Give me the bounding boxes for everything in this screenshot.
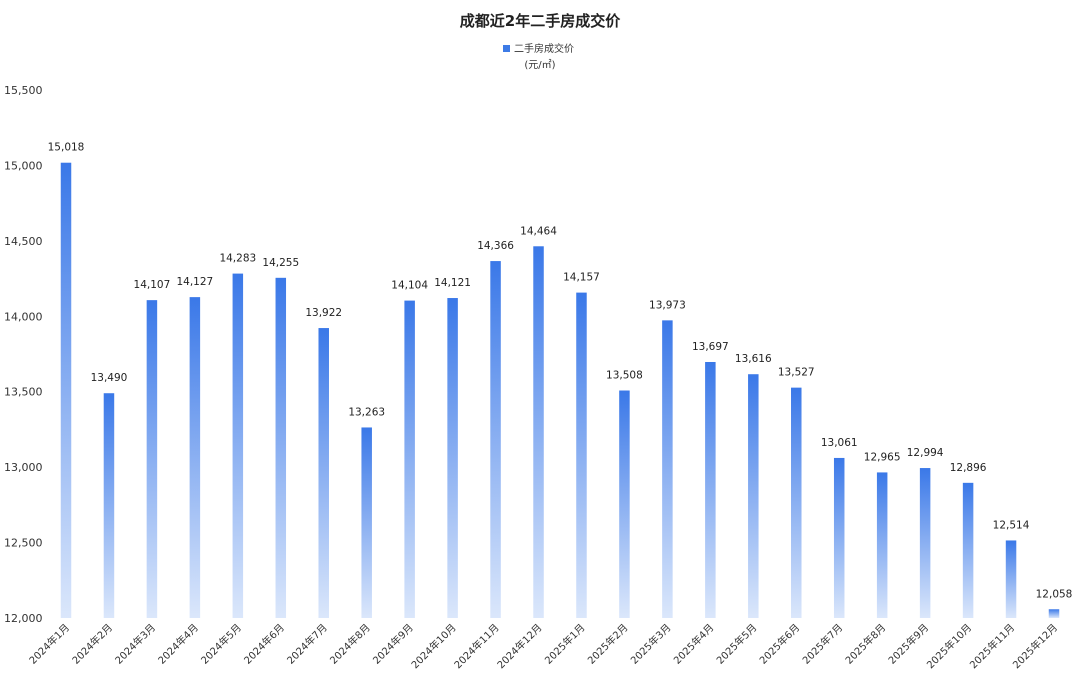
y-axis: 12,000 12,500 13,000 13,500 14,000 14,500 15,0… (4, 84, 43, 625)
data-label: 13,490 (91, 372, 128, 384)
y-tick-label: 12,000 (4, 612, 43, 625)
legend-swatch (503, 45, 510, 52)
x-tick-label: 2025年8月 (842, 621, 888, 667)
x-tick-label: 2024年8月 (327, 621, 373, 667)
legend-label: 二手房成交价 (514, 42, 574, 55)
y-tick-label: 13,000 (4, 461, 43, 474)
data-label: 14,283 (219, 253, 256, 265)
data-label: 12,896 (950, 462, 987, 474)
data-label: 13,973 (649, 299, 686, 311)
y-tick-label: 14,500 (4, 235, 43, 248)
data-label: 14,121 (434, 277, 471, 289)
bar (1005, 540, 1017, 618)
bar (748, 374, 759, 618)
bar (833, 457, 845, 618)
x-tick-label: 2024年5月 (198, 621, 244, 667)
bar (576, 292, 587, 618)
x-tick-label: 2025年11月 (967, 621, 1017, 671)
bar (404, 300, 415, 618)
bar (447, 298, 458, 618)
data-label: 14,464 (520, 225, 557, 237)
legend: 二手房成交价 (元/㎡) (503, 42, 574, 71)
x-tick-label: 2025年12月 (1010, 621, 1060, 671)
x-tick-label: 2024年7月 (284, 621, 330, 667)
x-tick-label: 2025年2月 (585, 621, 631, 667)
bar (490, 261, 501, 618)
x-tick-label: 2024年10月 (408, 621, 458, 671)
bar (318, 328, 329, 618)
x-tick-label: 2025年1月 (542, 621, 588, 667)
x-axis: 2024年1月2024年2月2024年3月2024年4月2024年5月2024年… (26, 621, 1060, 671)
bar (232, 273, 244, 618)
bar (919, 468, 931, 618)
x-tick-label: 2025年3月 (628, 621, 674, 667)
bar (361, 427, 372, 618)
x-tick-label: 2025年7月 (800, 621, 846, 667)
x-tick-label: 2025年5月 (714, 621, 760, 667)
data-label: 13,263 (348, 406, 385, 418)
bar (533, 246, 544, 618)
data-label: 14,157 (563, 272, 600, 284)
bar (705, 361, 716, 618)
data-label: 13,697 (692, 341, 729, 353)
data-label: 14,104 (391, 280, 428, 292)
x-tick-label: 2024年4月 (155, 621, 201, 667)
chart-title: 成都近2年二手房成交价 (460, 12, 621, 30)
x-tick-label: 2024年9月 (370, 621, 416, 667)
y-tick-label: 14,000 (4, 310, 43, 323)
data-label: 15,018 (48, 142, 85, 154)
x-tick-label: 2024年1月 (26, 621, 72, 667)
x-tick-label: 2025年4月 (671, 621, 717, 667)
x-tick-label: 2024年12月 (494, 621, 544, 671)
data-labels: 15,018 13,490 14,107 14,127 14,283 14,255 13,9… (48, 142, 1073, 601)
legend-unit: (元/㎡) (524, 59, 555, 71)
y-tick-label: 12,500 (4, 537, 43, 550)
x-tick-label: 2024年3月 (112, 621, 158, 667)
data-label: 13,508 (606, 370, 643, 382)
bar (103, 393, 115, 618)
bar (876, 472, 888, 618)
x-tick-label: 2024年2月 (69, 621, 115, 667)
bar (275, 277, 287, 618)
data-label: 13,616 (735, 353, 772, 365)
data-label: 14,255 (262, 257, 299, 269)
y-tick-label: 15,500 (4, 84, 43, 97)
data-label: 12,994 (907, 447, 944, 459)
bar (962, 482, 974, 618)
bar (662, 320, 673, 618)
bar (60, 162, 72, 619)
data-label: 14,366 (477, 240, 514, 252)
x-tick-label: 2024年6月 (241, 621, 287, 667)
data-label: 14,127 (176, 276, 213, 288)
bar (1048, 609, 1060, 618)
x-tick-label: 2025年6月 (757, 621, 803, 667)
x-tick-label: 2025年9月 (885, 621, 931, 667)
bar (791, 387, 802, 618)
y-tick-label: 15,000 (4, 159, 43, 172)
bar (189, 297, 201, 618)
y-tick-label: 13,500 (4, 386, 43, 399)
data-label: 13,061 (821, 437, 858, 449)
data-label: 13,922 (305, 307, 342, 319)
data-label: 12,514 (993, 519, 1030, 531)
bars (60, 162, 1060, 619)
data-label: 12,058 (1036, 588, 1073, 600)
data-label: 13,527 (778, 367, 815, 379)
data-label: 12,965 (864, 451, 901, 463)
data-label: 14,107 (134, 279, 171, 291)
x-tick-label: 2025年10月 (924, 621, 974, 671)
bar (619, 390, 630, 618)
bar (146, 300, 158, 618)
x-tick-label: 2024年11月 (451, 621, 501, 671)
